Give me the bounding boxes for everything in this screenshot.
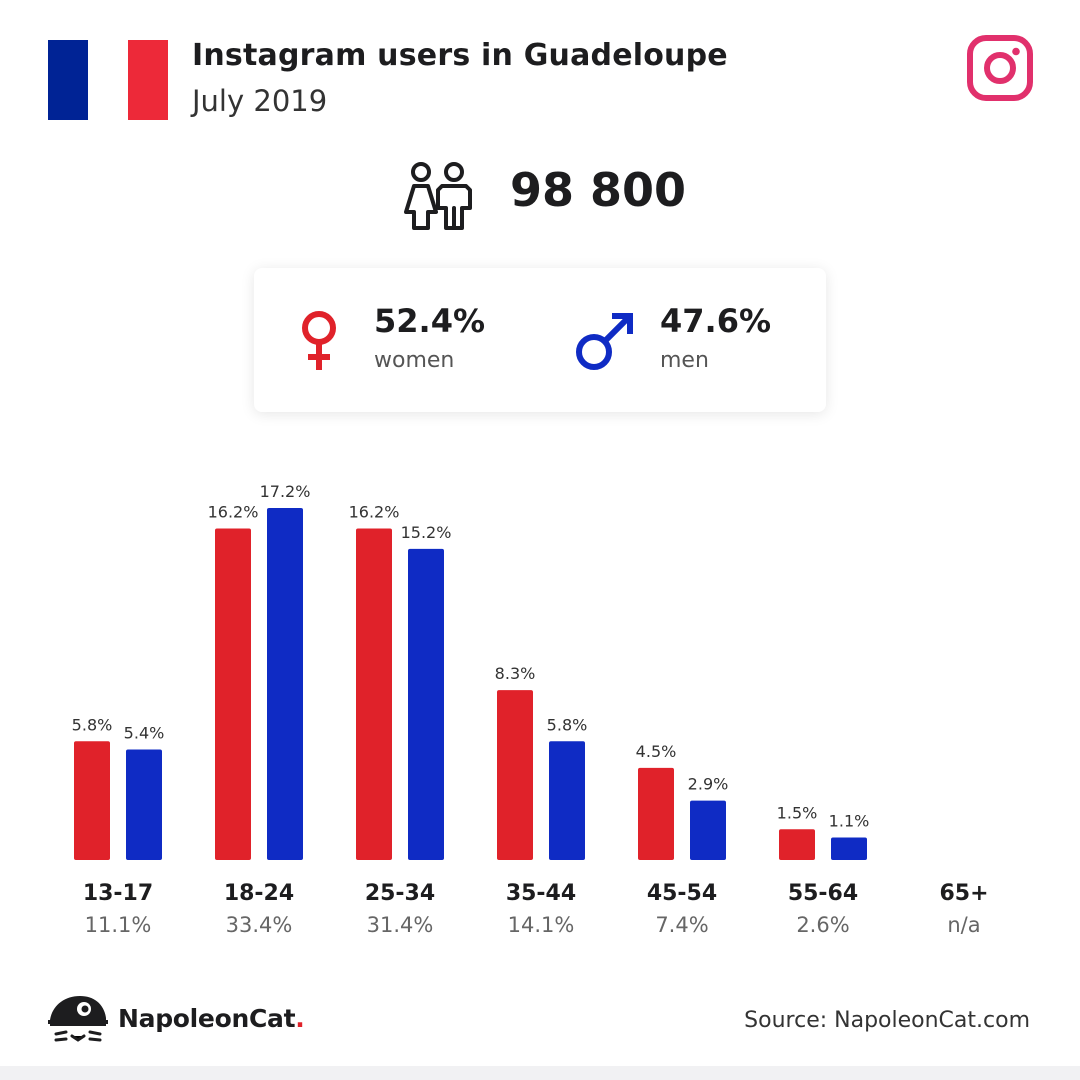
flag-blue-stripe [48,40,88,120]
bar-women-55-64 [779,829,815,860]
category-label-13-17: 13-17 [83,881,153,906]
category-label-55-64: 55-64 [788,881,858,906]
men-percent: 47.6% [660,302,772,340]
data-label-men-45-54: 2.9% [688,775,729,794]
users-icon [404,162,472,230]
women-label: women [374,348,455,373]
data-label-women-18-24: 16.2% [208,502,259,521]
category-total-45-54: 7.4% [655,913,708,937]
bar-men-35-44 [549,741,585,860]
napoleoncat-logo-icon [48,996,108,1042]
category-label-35-44: 35-44 [506,881,576,906]
footer-brand: NapoleonCat. [118,1004,305,1033]
flag-red-stripe [128,40,168,120]
page-subtitle: July 2019 [192,84,328,118]
data-label-women-13-17: 5.8% [72,715,113,734]
bar-men-13-17 [126,749,162,860]
data-label-men-55-64: 1.1% [829,811,870,830]
age-gender-bar-chart: 5.8% 5.4%13-1711.1%16.2%17.2%18-2433.4%16… [72,482,989,937]
data-label-men-35-44: 5.8% [547,715,588,734]
category-total-55-64: 2.6% [796,913,849,937]
category-total-13-17: 11.1% [85,913,152,937]
female-symbol-icon [302,311,336,370]
bar-women-25-34 [356,528,392,860]
data-label-men-18-24: 17.2% [260,482,311,501]
category-total-18-24: 33.4% [226,913,293,937]
gender-card [254,268,826,412]
total-users-value: 98 800 [510,163,687,217]
category-label-45-54: 45-54 [647,881,717,906]
bottom-strip [0,1066,1080,1080]
data-label-women-45-54: 4.5% [636,742,677,761]
bar-men-45-54 [690,800,726,860]
data-label-women-55-64: 1.5% [777,803,818,822]
male-symbol-icon [576,313,633,370]
footer-brand-name: NapoleonCat [118,1004,296,1033]
data-label-men-25-34: 15.2% [401,523,452,542]
data-label-women-25-34: 16.2% [349,502,400,521]
category-label-65+: 65+ [939,881,988,906]
page-title: Instagram users in Guadeloupe [192,38,728,73]
footer-brand-dot: . [295,1004,305,1033]
data-label-men-13-17: 5.4% [124,723,165,742]
women-percent: 52.4% [374,302,486,340]
category-total-35-44: 14.1% [508,913,575,937]
men-label: men [660,348,709,373]
category-total-25-34: 31.4% [367,913,434,937]
bar-women-45-54 [638,767,674,860]
data-label-women-35-44: 8.3% [495,664,536,683]
bar-men-55-64 [831,837,867,860]
category-label-25-34: 25-34 [365,881,435,906]
footer-source: Source: NapoleonCat.com [744,1008,1030,1033]
bar-men-25-34 [408,548,444,860]
bar-women-13-17 [74,741,110,860]
bar-women-18-24 [215,528,251,860]
category-total-65+: n/a [947,913,980,937]
bar-women-35-44 [497,690,533,860]
instagram-icon [967,35,1033,101]
bar-men-18-24 [267,508,303,860]
category-label-18-24: 18-24 [224,881,294,906]
